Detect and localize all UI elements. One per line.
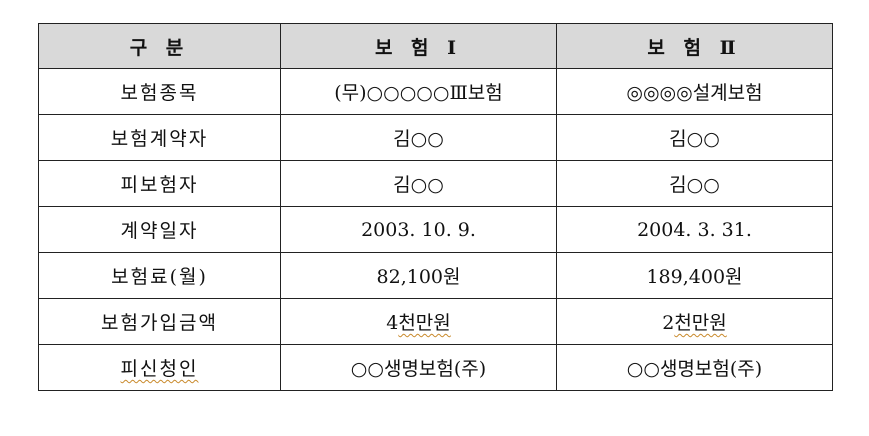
coverage-amount-number: 2 bbox=[662, 312, 675, 334]
row-label-contract-date: 계약일자 bbox=[38, 206, 281, 253]
respondent-label-text: 피신청인 bbox=[120, 358, 199, 380]
cell-insurance-1-policyholder: 김○○ bbox=[280, 114, 557, 161]
table-row: 피보험자 김○○ 김○○ bbox=[38, 160, 833, 207]
row-label-product: 보험종목 bbox=[38, 68, 281, 115]
cell-insurance-2-coverage-amount: 2천만원 bbox=[556, 298, 833, 345]
cell-insurance-1-contract-date: 2003. 10. 9. bbox=[280, 206, 557, 253]
coverage-amount-number: 4 bbox=[386, 312, 399, 334]
cell-insurance-2-premium: 189,400원 bbox=[556, 252, 833, 299]
cell-insurance-2-insured: 김○○ bbox=[556, 160, 833, 207]
cell-insurance-1-insured: 김○○ bbox=[280, 160, 557, 207]
header-insurance-1: 보 험 Ⅰ bbox=[280, 23, 557, 69]
cell-insurance-2-product: ◎◎◎◎설계보험 bbox=[556, 68, 833, 115]
row-label-respondent: 피신청인 bbox=[38, 344, 281, 391]
table-row: 보험료(월) 82,100원 189,400원 bbox=[38, 252, 833, 299]
table-row: 보험가입금액 4천만원 2천만원 bbox=[38, 298, 833, 345]
cell-insurance-2-contract-date: 2004. 3. 31. bbox=[556, 206, 833, 253]
insurance-comparison-table: 구 분 보 험 Ⅰ 보 험 Ⅱ 보험종목 (무)○○○○○Ⅲ보험 ◎◎◎◎설계보… bbox=[38, 23, 833, 391]
row-label-insured: 피보험자 bbox=[38, 160, 281, 207]
table-row: 보험종목 (무)○○○○○Ⅲ보험 ◎◎◎◎설계보험 bbox=[38, 68, 833, 115]
cell-insurance-1-product: (무)○○○○○Ⅲ보험 bbox=[280, 68, 557, 115]
table-row: 피신청인 ○○생명보험(주) ○○생명보험(주) bbox=[38, 344, 833, 391]
row-label-policyholder: 보험계약자 bbox=[38, 114, 281, 161]
coverage-amount-unit: 천만원 bbox=[674, 312, 727, 334]
cell-insurance-1-respondent: ○○생명보험(주) bbox=[280, 344, 557, 391]
header-category: 구 분 bbox=[38, 23, 281, 69]
header-insurance-2: 보 험 Ⅱ bbox=[556, 23, 833, 69]
row-label-premium: 보험료(월) bbox=[38, 252, 281, 299]
row-label-coverage-amount: 보험가입금액 bbox=[38, 298, 281, 345]
cell-insurance-1-premium: 82,100원 bbox=[280, 252, 557, 299]
cell-insurance-2-policyholder: 김○○ bbox=[556, 114, 833, 161]
cell-insurance-2-respondent: ○○생명보험(주) bbox=[556, 344, 833, 391]
table-row: 보험계약자 김○○ 김○○ bbox=[38, 114, 833, 161]
header-row: 구 분 보 험 Ⅰ 보 험 Ⅱ bbox=[38, 23, 833, 69]
cell-insurance-1-coverage-amount: 4천만원 bbox=[280, 298, 557, 345]
table-row: 계약일자 2003. 10. 9. 2004. 3. 31. bbox=[38, 206, 833, 253]
coverage-amount-unit: 천만원 bbox=[398, 312, 451, 334]
